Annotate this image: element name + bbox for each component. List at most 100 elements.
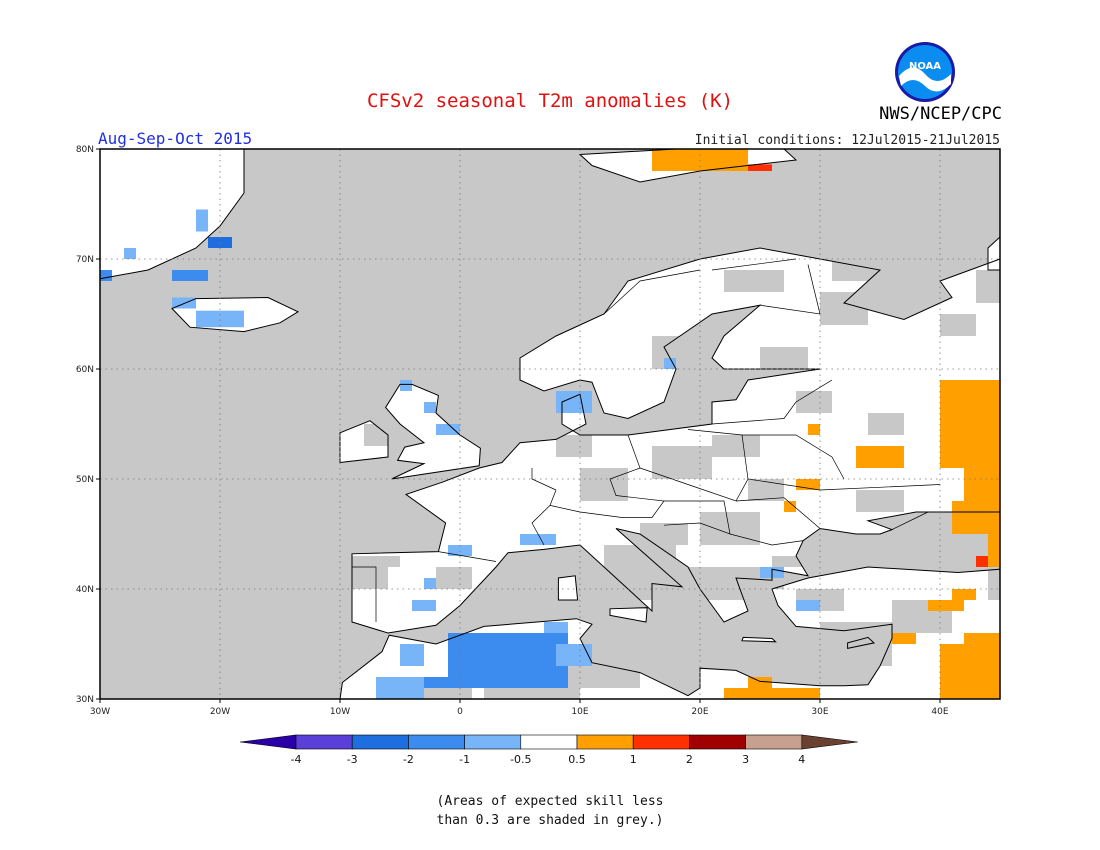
anomaly-cell [124,248,136,259]
anomaly-cell [172,297,196,309]
anomaly-cell [556,391,592,413]
colorbar-swatch [745,734,803,750]
colorbar-swatch [520,734,578,750]
low-skill-cell [652,446,712,479]
coastline [384,383,481,480]
coastline [847,636,876,650]
low-skill-cell [364,424,388,446]
anomaly-cell [928,600,964,611]
anomaly-cell [664,358,676,369]
lon-tick-label: 10W [330,707,350,717]
anomaly-cell [712,149,748,155]
coastline [339,566,1001,700]
low-skill-cell [580,468,628,501]
coastline [557,575,579,601]
border-line [639,429,749,502]
anomaly-cell [952,501,1000,534]
lat-tick-label: 30N [76,695,94,705]
anomaly-cell [976,556,988,567]
skill-note-line-1: (Areas of expected skill less [436,794,664,809]
anomaly-cell [724,688,820,699]
colorbar-swatch [689,734,746,750]
low-skill-cell [820,292,868,325]
low-skill-cell [676,567,748,600]
anomaly-cell [988,534,1000,567]
coastline [351,247,1001,634]
anomaly-cell [520,534,556,545]
anomaly-cell [424,402,436,413]
anomaly-cell [892,633,916,644]
anomaly-cell [376,677,424,699]
border-line [531,468,557,491]
border-line [735,497,821,529]
colorbar-swatch [464,734,522,750]
noaa-logo-text: NOAA [909,61,941,72]
border-line [742,434,845,480]
colorbar-arrow-high [801,734,858,750]
coastline [339,420,389,464]
lat-tick-label: 80N [76,145,94,155]
anomaly-cell [400,644,424,666]
low-skill-cell [376,556,400,567]
anomaly-cell [172,270,208,281]
colorbar-swatch [408,734,465,750]
low-skill-cell [868,413,904,435]
anomaly-cell [856,446,904,468]
land-region [610,607,648,622]
colorbar-swatch [351,734,409,750]
colorbar-label: 0.5 [568,753,586,766]
skill-note: (Areas of expected skill less than 0.3 a… [0,792,1100,830]
low-skill-cell [724,270,784,292]
anomaly-cell [412,600,436,611]
border-line [711,379,833,425]
axis-ticks: 30W 20W 10W 0 10E 20E 30E 40E 30N 40N 50N 60N 70N 80N [76,145,949,717]
colorbar-label: -2 [403,753,414,766]
anomaly-cell [796,479,820,490]
coastline [609,607,648,623]
anomaly-cell [964,633,1000,655]
low-skill-cell [928,534,976,556]
colorbar-label: 3 [742,753,749,766]
initial-conditions-label: Initial conditions: 12Jul2015-21Jul2015 [694,133,1000,148]
low-skill-cell [556,435,592,457]
coastline [171,296,300,333]
coastline [741,636,777,643]
anomaly-cell [748,164,772,171]
colorbar-label: -4 [291,753,302,766]
low-skill-cell [856,490,904,512]
lat-tick-label: 60N [76,365,94,375]
colorbar-label: -3 [347,753,358,766]
colorbar-label: -1 [459,753,470,766]
land-region [100,149,244,279]
lon-tick-label: 0 [457,707,463,717]
low-skill-cell [760,347,808,369]
colorbar-swatch [632,734,690,750]
low-skill-cell [712,435,760,457]
low-skill-cell [748,479,784,501]
anomaly-cell [808,424,820,435]
low-skill-cell [940,314,976,336]
anomaly-cell [400,380,412,391]
low-skill-cell [700,512,760,545]
anomaly-cell [784,501,796,512]
anomaly-cell [424,578,436,589]
low-skill-cell [832,259,880,281]
lon-tick-label: 20E [691,707,708,717]
colorbar-label: 2 [686,753,693,766]
low-skill-cell [796,391,832,413]
season-label: Aug-Sep-Oct 2015 [98,129,253,148]
low-skill-cell [772,556,808,567]
anomaly-cell [964,468,1000,501]
border-line [531,489,557,546]
colorbar-label: 4 [798,753,805,766]
lat-tick-label: 50N [76,475,94,485]
anomaly-cell [436,424,460,435]
border-line [438,551,497,562]
skill-note-line-2: than 0.3 are shaded in grey.) [436,813,664,828]
chart-title: CFSv2 seasonal T2m anomalies (K) [366,90,734,112]
border-line [711,258,797,271]
lon-tick-label: 40E [931,707,948,717]
land-region [352,248,1000,633]
border-line [352,566,377,622]
